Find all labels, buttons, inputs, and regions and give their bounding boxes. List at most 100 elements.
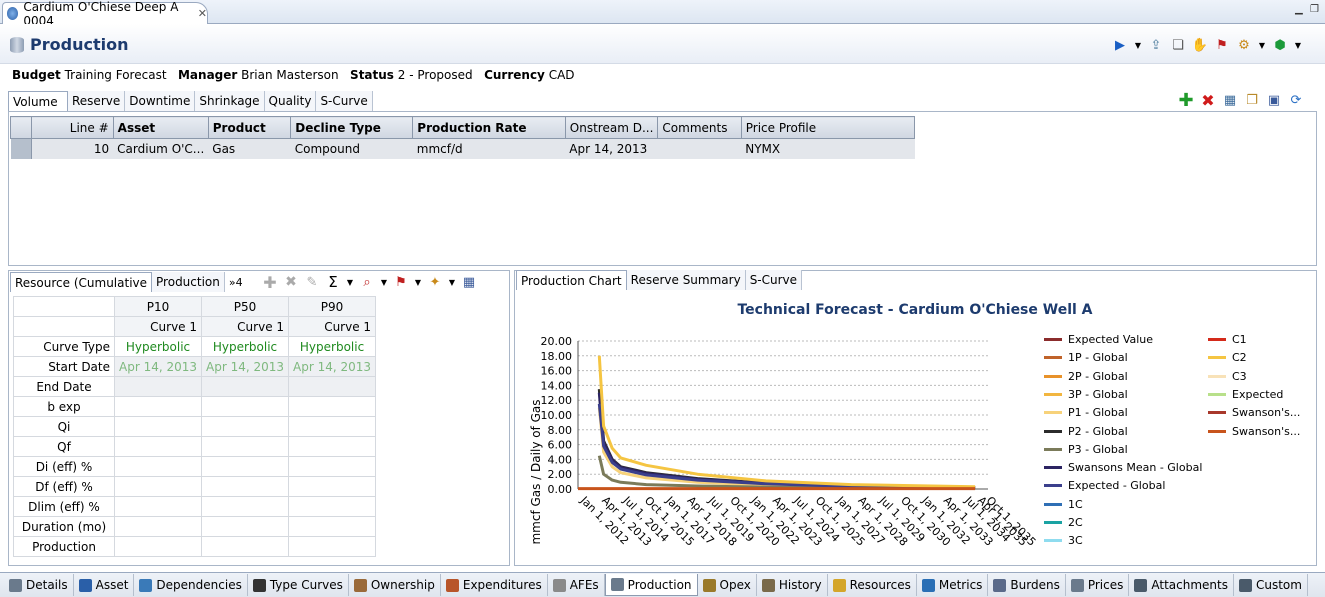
close-icon[interactable]: ✕ [197, 7, 207, 20]
table-cell[interactable]: mmcf/d [412, 138, 566, 159]
column-header[interactable]: Product [207, 116, 292, 139]
grid-cell[interactable] [288, 396, 377, 417]
bottom-tab-ownership[interactable]: Ownership [349, 574, 441, 596]
grid-cell[interactable] [288, 536, 377, 557]
grid-cell[interactable] [201, 396, 290, 417]
bottom-tab-details[interactable]: Details [4, 574, 74, 596]
tab-quality[interactable]: Quality [264, 91, 317, 111]
grid-cell[interactable] [288, 376, 377, 397]
grid-cell[interactable] [288, 476, 377, 497]
tab-reserve-summary[interactable]: Reserve Summary [626, 270, 746, 290]
run-icon[interactable]: ▶ [1115, 37, 1125, 53]
table-row[interactable]: 10 Cardium O'C... Gas Compound mmcf/d Ap… [10, 138, 915, 159]
tab-overflow[interactable]: »4 [228, 275, 243, 289]
bottom-tab-metrics[interactable]: Metrics [917, 574, 989, 596]
hand-icon[interactable]: ✋ [1191, 37, 1209, 53]
sum-icon[interactable]: Σ [328, 273, 338, 291]
refresh-icon[interactable]: ⟳ [1290, 92, 1302, 108]
grid-cell[interactable] [201, 416, 290, 437]
tab-downtime[interactable]: Downtime [125, 91, 196, 111]
column-header[interactable]: Production Rate [412, 116, 566, 139]
column-header[interactable]: P90 [288, 296, 377, 317]
grid-cell[interactable] [288, 416, 377, 437]
tab-s-curve[interactable]: S-Curve [316, 91, 373, 111]
grid-cell[interactable] [201, 376, 290, 397]
bottom-tab-production[interactable]: Production [604, 574, 698, 596]
grid-cell[interactable] [113, 436, 203, 457]
column-header[interactable]: Line # [31, 116, 114, 139]
flag-icon[interactable]: ⚑ [395, 274, 407, 290]
column-header[interactable]: Onstream D... [564, 116, 659, 139]
table-cell[interactable] [657, 138, 742, 159]
row-selector[interactable] [10, 138, 33, 159]
bottom-tab-attachments[interactable]: Attachments [1129, 574, 1234, 596]
grid-icon[interactable]: ▦ [462, 274, 476, 290]
tab-reserve[interactable]: Reserve [68, 91, 126, 111]
duplicate-icon[interactable]: ❐ [1246, 92, 1258, 108]
grid-cell[interactable] [113, 376, 203, 397]
grid-cell[interactable] [113, 476, 203, 497]
start-date-cell[interactable]: Apr 14, 2013 [113, 356, 203, 377]
column-header[interactable]: Asset [112, 116, 209, 139]
table-cell[interactable]: Apr 14, 2013 [565, 138, 658, 159]
column-header[interactable]: Comments [657, 116, 742, 139]
table-cell[interactable]: Cardium O'C... [113, 138, 209, 159]
export-icon[interactable]: ⇪ [1150, 37, 1162, 53]
column-header[interactable]: Decline Type [290, 116, 414, 139]
tab-production[interactable]: Production [152, 272, 225, 292]
image-icon[interactable]: ▦ [1223, 92, 1237, 108]
grid-cell[interactable] [288, 456, 377, 477]
dropdown-icon[interactable]: ▼ [380, 277, 388, 287]
grid-cell[interactable] [288, 516, 377, 537]
curve-type-cell[interactable]: Hyperbolic [288, 336, 377, 357]
bottom-tab-resources[interactable]: Resources [828, 574, 917, 596]
start-date-cell[interactable]: Apr 14, 2013 [288, 356, 377, 377]
grid-cell[interactable] [201, 456, 290, 477]
dropdown-icon[interactable]: ▼ [1134, 40, 1142, 50]
dropdown-icon[interactable]: ▼ [1258, 40, 1266, 50]
editor-tab[interactable]: Cardium O'Chiese Deep A 0004 ✕ [2, 0, 208, 28]
flag-icon[interactable]: ⚑ [1216, 37, 1228, 53]
tab-s-curve[interactable]: S-Curve [745, 270, 803, 290]
grid-cell[interactable] [113, 516, 203, 537]
delete-icon[interactable]: ✖ [1201, 90, 1215, 110]
save-icon[interactable]: ▣ [1267, 92, 1281, 108]
table-cell[interactable]: NYMX [741, 138, 915, 159]
bottom-tab-burdens[interactable]: Burdens [988, 574, 1066, 596]
add-icon[interactable]: ✚ [1178, 89, 1194, 111]
grid-cell[interactable] [201, 496, 290, 517]
bottom-tab-expenditures[interactable]: Expenditures [441, 574, 548, 596]
wand-icon[interactable]: ✦ [429, 274, 441, 290]
table-cell[interactable]: Compound [290, 138, 413, 159]
column-header[interactable]: P50 [201, 296, 290, 317]
grid-cell[interactable] [288, 496, 377, 517]
restore-icon[interactable]: ❐ [1310, 4, 1319, 15]
curve-cell[interactable]: Curve 1 [288, 316, 377, 337]
grid-cell[interactable] [201, 536, 290, 557]
bottom-tab-opex[interactable]: Opex [698, 574, 757, 596]
table-cell[interactable]: 10 [31, 138, 114, 159]
copy-icon[interactable]: ❏ [1172, 37, 1184, 53]
dropdown-icon[interactable]: ▼ [346, 277, 354, 287]
grid-cell[interactable] [113, 416, 203, 437]
curve-type-cell[interactable]: Hyperbolic [113, 336, 203, 357]
column-header[interactable]: P10 [113, 296, 203, 317]
grid-cell[interactable] [201, 476, 290, 497]
bottom-tab-afes[interactable]: AFEs [548, 574, 605, 596]
bottom-tab-asset[interactable]: Asset [74, 574, 135, 596]
bottom-tab-type-curves[interactable]: Type Curves [248, 574, 349, 596]
tab-volume[interactable]: Volume [8, 91, 68, 111]
bottom-tab-custom[interactable]: Custom [1234, 574, 1308, 596]
bottom-tab-history[interactable]: History [757, 574, 828, 596]
start-date-cell[interactable]: Apr 14, 2013 [201, 356, 290, 377]
grid-cell[interactable] [201, 436, 290, 457]
curve-cell[interactable]: Curve 1 [113, 316, 203, 337]
tab-resource-cumulative[interactable]: Resource (Cumulative [10, 272, 153, 292]
minimize-icon[interactable]: ▁ [1295, 4, 1303, 15]
edit-icon[interactable]: ✎ [306, 274, 318, 290]
grid-cell[interactable] [113, 496, 203, 517]
curve-type-cell[interactable]: Hyperbolic [201, 336, 290, 357]
dropdown-icon[interactable]: ▼ [414, 277, 422, 287]
dropdown-icon[interactable]: ▼ [1294, 40, 1302, 50]
grid-cell[interactable] [201, 516, 290, 537]
